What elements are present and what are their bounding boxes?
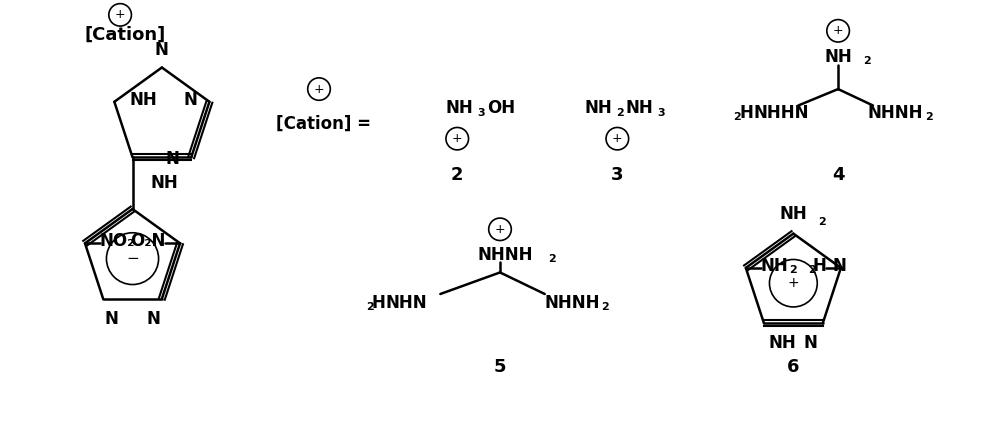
Text: O₂N: O₂N [130, 232, 165, 250]
Text: NHNH: NHNH [868, 104, 923, 122]
Text: 2: 2 [926, 112, 933, 122]
Text: NH: NH [779, 205, 807, 223]
Text: N: N [165, 150, 179, 168]
Text: +: + [452, 132, 463, 145]
Text: 6: 6 [787, 358, 800, 376]
Text: 2: 2 [451, 166, 463, 184]
Text: 2: 2 [863, 56, 871, 66]
Text: NHNH: NHNH [545, 294, 600, 312]
Text: NH: NH [129, 90, 157, 109]
Text: NH: NH [769, 334, 797, 352]
Text: 2: 2 [601, 302, 609, 312]
Text: H: H [372, 294, 386, 312]
Text: 4: 4 [832, 166, 844, 184]
Text: 2: 2 [548, 254, 555, 264]
Text: NH: NH [585, 100, 612, 118]
Text: 2: 2 [733, 112, 741, 122]
Text: NHHN: NHHN [754, 104, 809, 122]
Text: +: + [115, 8, 125, 21]
Text: N: N [804, 334, 818, 352]
Text: OH: OH [487, 100, 515, 118]
Text: 2: 2 [818, 217, 826, 227]
Text: +: + [612, 132, 623, 145]
Text: −: − [126, 251, 139, 266]
Text: +: + [788, 276, 799, 290]
Text: NH: NH [824, 48, 852, 66]
Text: 3: 3 [657, 108, 665, 118]
Text: N: N [147, 309, 161, 328]
Text: 2: 2 [790, 265, 797, 275]
Text: +: + [833, 24, 843, 37]
Text: 2: 2 [616, 108, 624, 118]
Text: N: N [184, 90, 197, 109]
Text: 2: 2 [366, 302, 374, 312]
Text: 3: 3 [611, 166, 624, 184]
Text: NO₂: NO₂ [100, 232, 135, 250]
Text: N: N [833, 257, 847, 275]
Text: NH: NH [761, 257, 788, 275]
Text: [Cation] =: [Cation] = [276, 114, 371, 132]
Text: H: H [740, 104, 754, 122]
Text: +: + [495, 223, 505, 236]
Text: +: + [314, 83, 324, 96]
Text: 5: 5 [494, 358, 506, 376]
Text: NHNH: NHNH [477, 246, 533, 264]
Text: NH: NH [150, 174, 178, 192]
Text: [Cation]: [Cation] [84, 26, 166, 44]
Text: N: N [155, 41, 169, 59]
Text: 2: 2 [808, 265, 816, 275]
Text: NH: NH [445, 100, 473, 118]
Text: 3: 3 [477, 108, 485, 118]
Text: H: H [812, 257, 826, 275]
Text: N: N [104, 309, 118, 328]
Text: NHN: NHN [386, 294, 427, 312]
Text: NH: NH [625, 100, 653, 118]
